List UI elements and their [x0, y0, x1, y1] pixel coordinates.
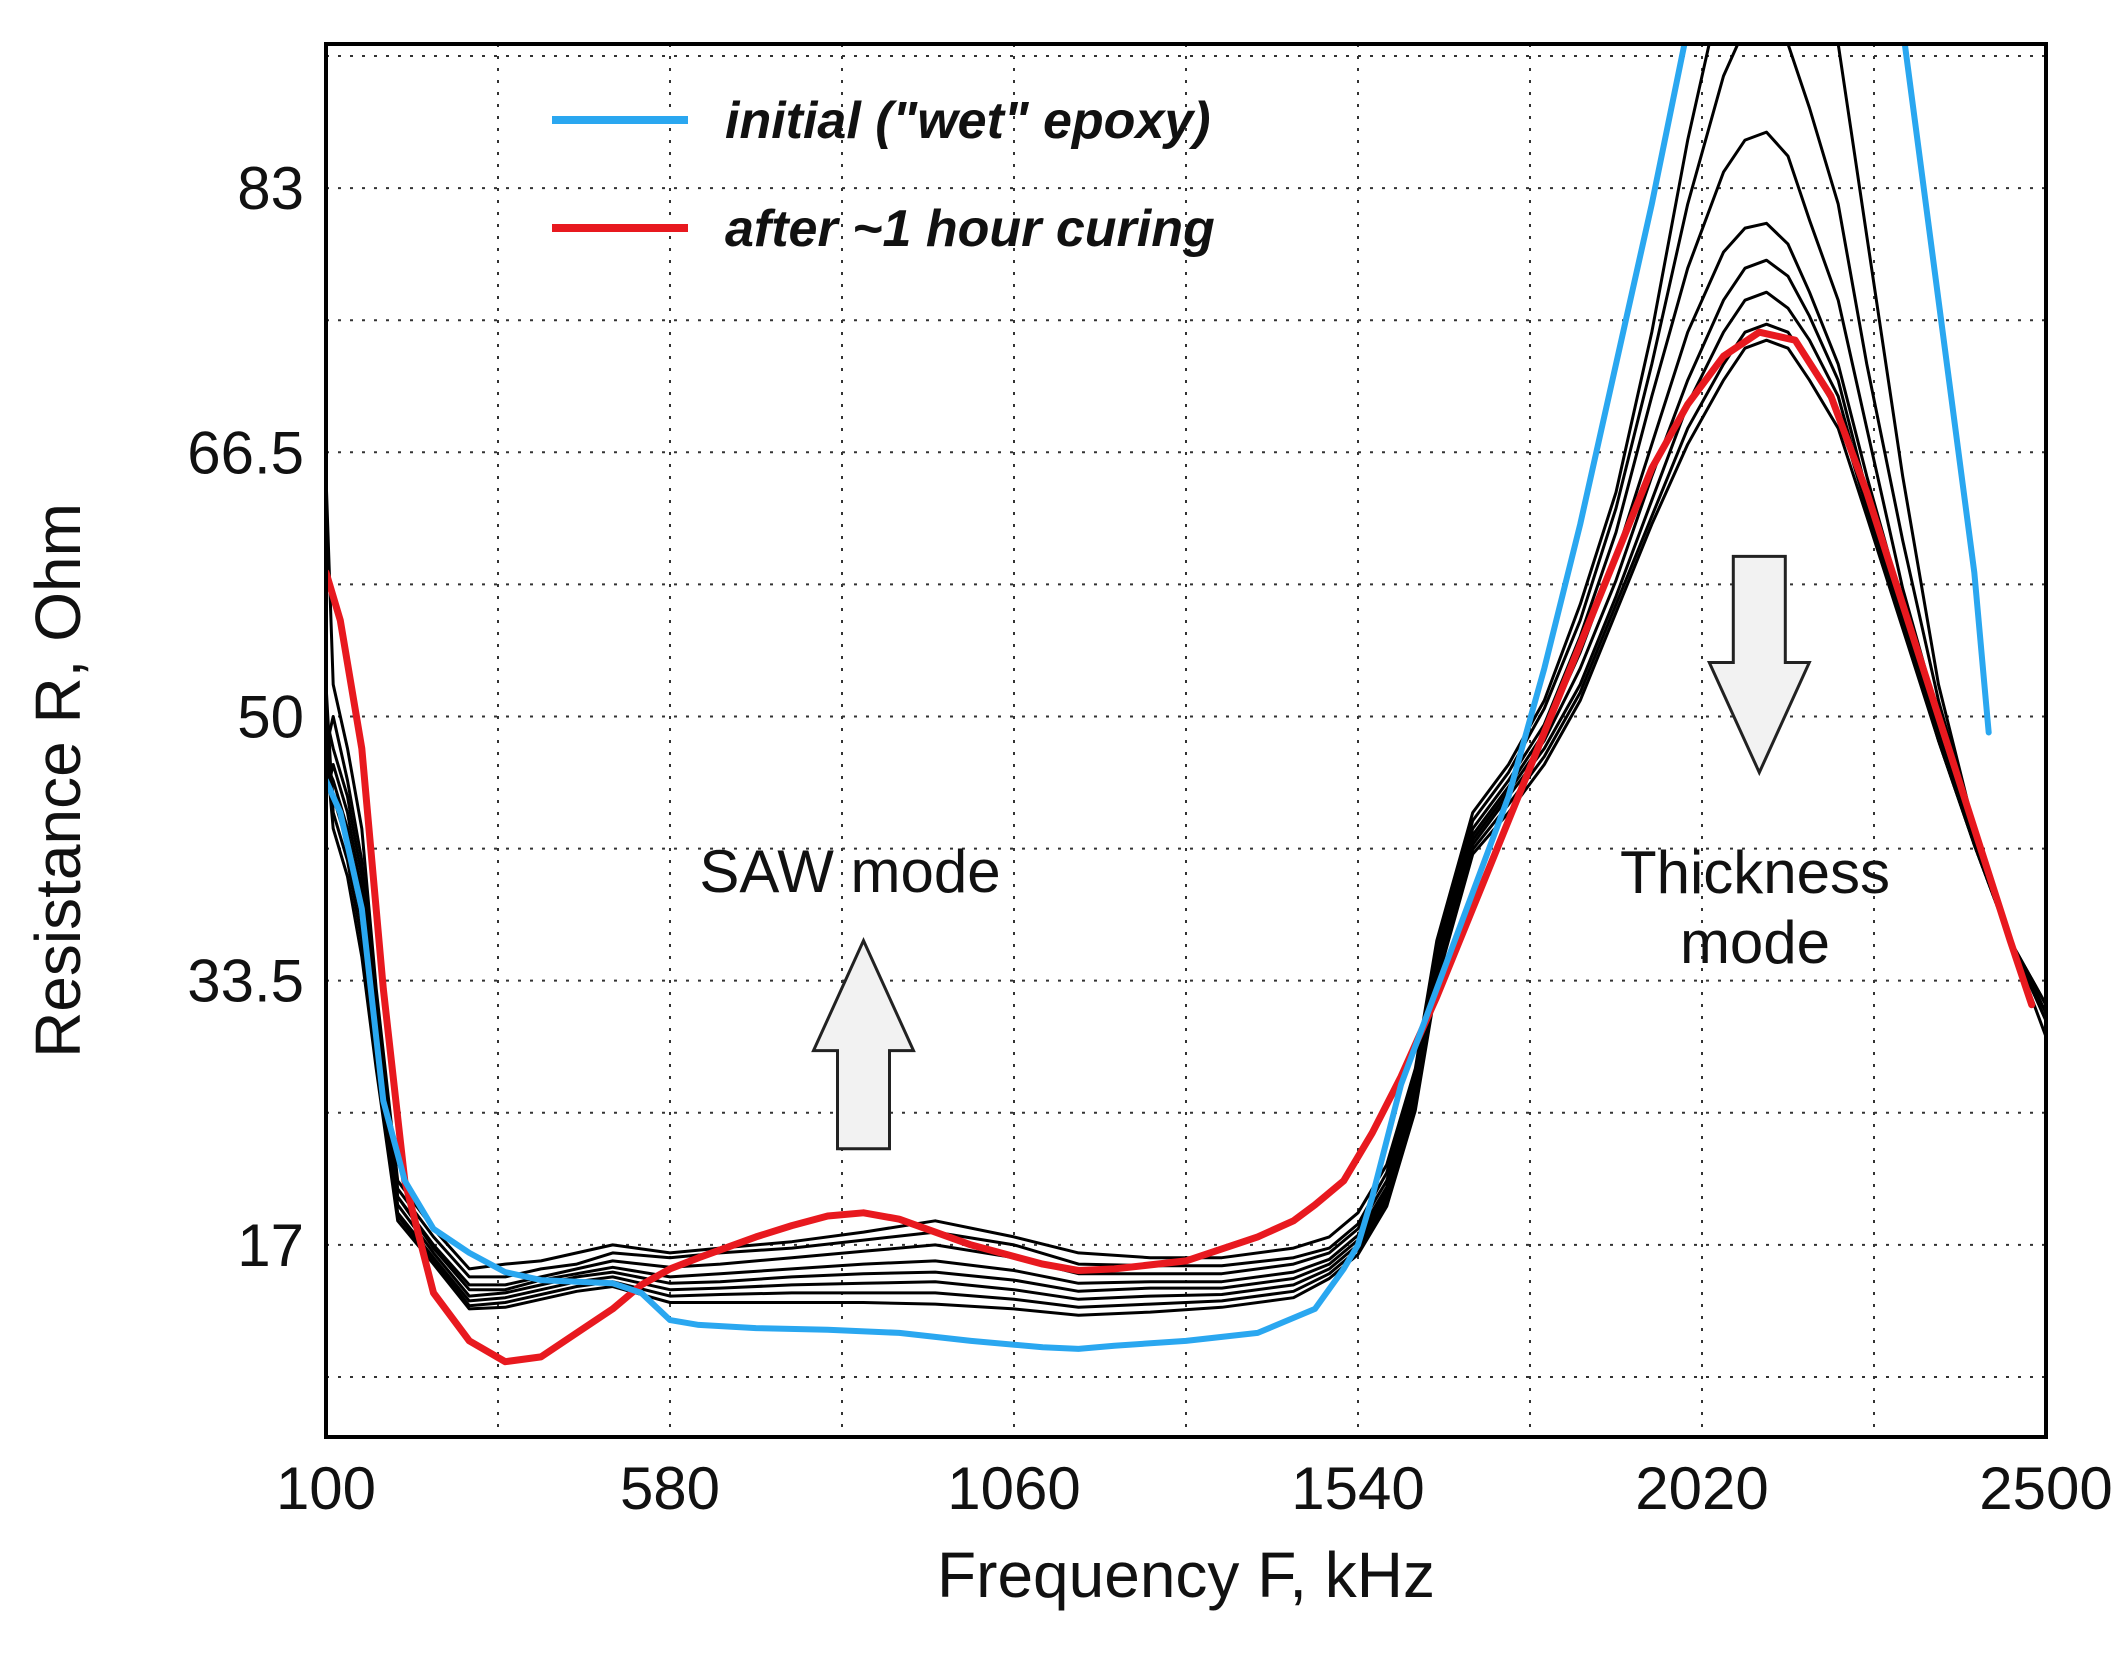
x-tick-label: 2500 — [1979, 1455, 2112, 1522]
series-line-intermediate — [326, 130, 2046, 1287]
y-tick-label: 83 — [237, 155, 304, 222]
series-line-intermediate — [326, 338, 2046, 1317]
x-tick-label: 1540 — [1291, 1455, 1424, 1522]
saw-mode-up-arrow — [811, 936, 916, 1151]
legend: initial ("wet" epoxy) after ~1 hour curi… — [552, 92, 1215, 258]
thickness-mode-label-line2: mode — [1680, 909, 1830, 976]
series-line-intermediate — [326, 258, 2046, 1298]
series-line-initial — [326, 44, 1992, 1352]
series-line-cured — [326, 328, 2036, 1366]
series-layer — [326, 44, 2046, 1366]
y-tick-label: 66.5 — [187, 419, 304, 486]
x-axis-title: Frequency F, kHz — [937, 1539, 1435, 1611]
legend-label-cured: after ~1 hour curing — [725, 200, 1215, 258]
x-tick-label: 580 — [620, 1455, 720, 1522]
y-tick-label: 33.5 — [187, 948, 304, 1015]
thickness-mode-down-arrow — [1706, 554, 1812, 777]
series-line-intermediate — [326, 290, 2046, 1303]
tick-labels: 100 580 1060 1540 2020 2500 17 33.5 50 66.5 83 — [187, 155, 2113, 1522]
y-axis-title: Resistance R, Ohm — [22, 503, 94, 1058]
thickness-mode-label-line1: Thickness — [1620, 839, 1890, 906]
saw-mode-label: SAW mode — [699, 838, 1000, 905]
series-line-intermediate — [326, 221, 2046, 1292]
y-tick-label: 17 — [237, 1212, 304, 1279]
y-tick-label: 50 — [237, 683, 304, 750]
plot-frame — [324, 42, 2048, 1439]
grid — [326, 44, 2046, 1437]
series-line-intermediate — [326, 44, 2046, 1271]
series-line-intermediate — [326, 322, 2046, 1309]
x-tick-label: 2020 — [1635, 1455, 1768, 1522]
legend-label-initial: initial ("wet" epoxy) — [725, 92, 1211, 150]
x-tick-label: 100 — [276, 1455, 376, 1522]
x-tick-label: 1060 — [947, 1455, 1080, 1522]
arrow-layer — [811, 554, 1812, 1151]
series-line-intermediate — [326, 44, 2046, 1279]
